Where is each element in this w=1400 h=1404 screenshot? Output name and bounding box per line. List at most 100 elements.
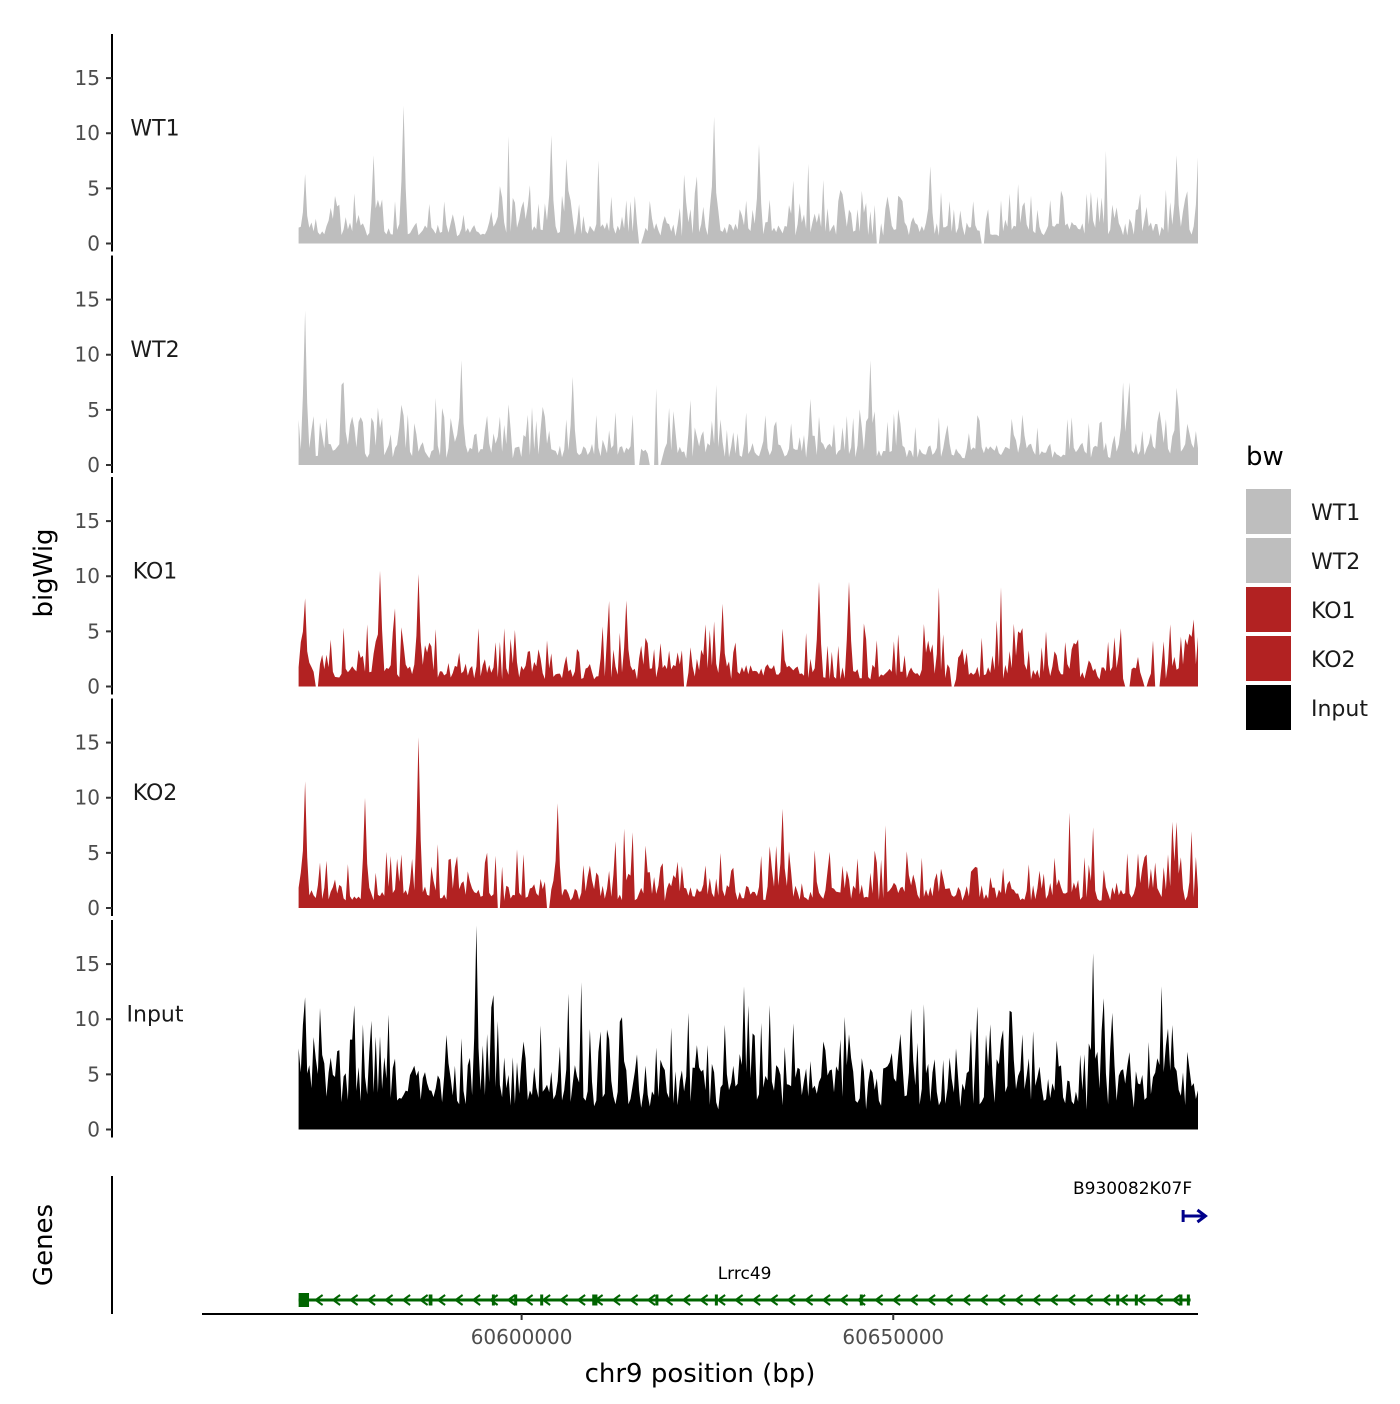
strand-arrow xyxy=(1171,1294,1181,1306)
strand-arrow xyxy=(978,1294,989,1306)
gene-label-b930082k07rik: B930082K07F xyxy=(1073,1179,1192,1199)
track-label-input: Input xyxy=(127,1003,184,1028)
strand-arrow xyxy=(1153,1294,1164,1306)
strand-arrow xyxy=(506,1294,516,1306)
track-label-wt1: WT1 xyxy=(130,117,179,142)
strand-arrow xyxy=(873,1294,884,1306)
gene-b930082k07rik: B930082K07F xyxy=(1073,1179,1208,1224)
track-wt1: 0 5 10 15 WT1 xyxy=(75,34,1199,256)
exon xyxy=(540,1294,544,1306)
y-tick-label-ko2-15: 15 xyxy=(75,731,100,755)
strand-arrow xyxy=(436,1294,446,1306)
strand-arrow xyxy=(1083,1294,1094,1306)
exon xyxy=(491,1294,495,1306)
strand-arrow xyxy=(558,1294,569,1306)
strand-arrow xyxy=(786,1294,796,1306)
y-tick-label-wt1-0: 0 xyxy=(87,232,100,256)
track-label-ko1: KO1 xyxy=(133,560,178,585)
strand-arrow xyxy=(646,1294,656,1306)
exon xyxy=(1179,1294,1183,1306)
gene-label-lrrc49: Lrrc49 xyxy=(718,1264,772,1284)
legend-item-ko2: KO2 xyxy=(1246,636,1356,681)
strand-arrow xyxy=(471,1294,481,1306)
y-tick-label-input-10: 10 xyxy=(75,1007,100,1031)
strand-arrow xyxy=(1048,1294,1059,1306)
strand-arrow xyxy=(891,1294,901,1306)
y-tick-label-wt2-0: 0 xyxy=(87,453,100,477)
strand-arrow xyxy=(961,1294,971,1306)
track-label-ko2: KO2 xyxy=(133,781,178,806)
strand-arrow xyxy=(926,1294,936,1306)
legend-item-input: Input xyxy=(1246,685,1368,730)
y-tick-label-wt1-15: 15 xyxy=(75,66,100,90)
y-tick-label-wt2-10: 10 xyxy=(75,343,100,367)
strand-arrow xyxy=(576,1294,586,1306)
strand-arrow xyxy=(1013,1294,1024,1306)
track-wt2: 0 5 10 15 WT2 xyxy=(75,255,1199,477)
y-tick-label-wt2-15: 15 xyxy=(75,288,100,312)
strand-arrow xyxy=(663,1294,674,1306)
strand-arrow xyxy=(681,1294,691,1306)
strand-arrow xyxy=(453,1294,464,1306)
y-tick-label-input-15: 15 xyxy=(75,952,100,976)
exon xyxy=(298,1293,310,1307)
signal-area-wt2 xyxy=(298,310,1199,465)
exon xyxy=(592,1294,598,1306)
strand-arrow xyxy=(383,1294,394,1306)
strand-arrow xyxy=(1136,1294,1146,1306)
y-axis-title: bigWig xyxy=(29,528,59,617)
legend-items: WT1 WT2 KO1 KO2 Input xyxy=(1246,489,1368,730)
strand-arrow xyxy=(803,1294,814,1306)
y-tick-label-ko2-10: 10 xyxy=(75,786,100,810)
strand-arrow xyxy=(418,1294,429,1306)
y-tick-label-ko1-0: 0 xyxy=(87,675,100,699)
gene-models: Lrrc49 B930082K07F xyxy=(298,1179,1208,1307)
legend-label-input: Input xyxy=(1311,697,1368,722)
strand-arrow xyxy=(996,1294,1006,1306)
exon xyxy=(1186,1294,1190,1306)
x-tick-label-60650000: 60650000 xyxy=(842,1325,944,1349)
strand-arrow xyxy=(821,1294,831,1306)
y-tick-label-ko2-0: 0 xyxy=(87,896,100,920)
legend-label-wt1: WT1 xyxy=(1311,501,1360,526)
legend-swatch-wt1 xyxy=(1246,489,1291,534)
track-label-wt2: WT2 xyxy=(130,338,179,363)
y-tick-label-ko1-15: 15 xyxy=(75,509,100,533)
strand-arrow xyxy=(1118,1294,1129,1306)
exon xyxy=(859,1294,863,1306)
x-ticks: 60600000 60650000 xyxy=(471,1314,944,1349)
strand-arrow xyxy=(628,1294,639,1306)
legend-swatch-input xyxy=(1246,685,1291,730)
legend-swatch-ko2 xyxy=(1246,636,1291,681)
strand-arrow xyxy=(523,1294,534,1306)
exon xyxy=(428,1294,433,1306)
legend-label-ko2: KO2 xyxy=(1311,648,1356,673)
y-tick-label-ko1-5: 5 xyxy=(87,619,100,643)
x-axis: 60600000 60650000 chr9 position (bp) xyxy=(202,1313,1198,1389)
x-tick-label-60600000: 60600000 xyxy=(471,1325,573,1349)
y-tick-label-input-0: 0 xyxy=(87,1118,100,1142)
track-ko2: 0 5 10 15 KO2 xyxy=(75,698,1199,920)
y-tick-label-wt1-5: 5 xyxy=(87,176,100,200)
strand-arrow xyxy=(1101,1294,1111,1306)
x-axis-title: chr9 position (bp) xyxy=(585,1359,816,1389)
exon xyxy=(1134,1294,1138,1306)
legend: bw WT1 WT2 KO1 KO2 Input xyxy=(1246,442,1368,730)
legend-label-ko1: KO1 xyxy=(1311,599,1356,624)
legend-swatch-wt2 xyxy=(1246,538,1291,583)
strand-arrow xyxy=(1196,1208,1208,1224)
strand-arrow xyxy=(401,1294,411,1306)
track-input: 0 5 10 15 Input xyxy=(75,920,1199,1142)
strand-arrow xyxy=(751,1294,761,1306)
strand-arrow xyxy=(488,1294,499,1306)
strand-arrow xyxy=(838,1294,849,1306)
strand-arrow xyxy=(908,1294,919,1306)
y-tick-label-input-5: 5 xyxy=(87,1062,100,1086)
exon xyxy=(714,1294,718,1306)
exon xyxy=(514,1294,518,1306)
strand-arrow xyxy=(943,1294,954,1306)
strand-arrow xyxy=(313,1294,324,1306)
signal-area-wt1 xyxy=(298,105,1199,244)
strand-arrow xyxy=(1066,1294,1076,1306)
